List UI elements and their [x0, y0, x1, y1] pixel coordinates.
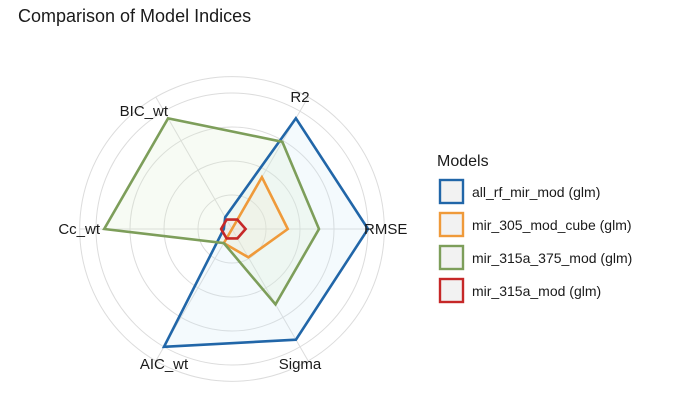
axis-label-rmse: RMSE	[364, 221, 407, 238]
series-area-1	[164, 118, 368, 347]
series-outline-3	[102, 116, 321, 307]
series-area-3	[104, 118, 319, 305]
series-outline-1	[161, 115, 370, 349]
legend-key-2	[438, 211, 465, 238]
axis-label-r2: R2	[290, 89, 309, 106]
legend-key-1	[438, 178, 465, 205]
axis-label-bic-wt: BIC_wt	[120, 103, 169, 120]
legend-label-3: mir_315a_375_mod (glm)	[472, 250, 632, 266]
axis-label-aic-wt: AIC_wt	[140, 356, 189, 373]
series-outline-4	[219, 218, 248, 240]
legend-label-1: all_rf_mir_mod (glm)	[472, 184, 600, 200]
legend-title: Models	[437, 153, 489, 170]
legend-key-4	[438, 277, 465, 304]
axis-label-cc-wt: Cc_wt	[58, 221, 101, 238]
legend-label-2: mir_305_mod_cube (glm)	[472, 217, 632, 233]
axis-label-sigma: Sigma	[279, 356, 322, 373]
chart-title: Comparison of Model Indices	[18, 6, 252, 26]
legend: Models all_rf_mir_mod (glm) mir_305_mod_cu…	[437, 153, 632, 304]
axis-labels: R2 RMSE Sigma AIC_wt Cc_wt BIC_wt	[58, 89, 407, 373]
radar-series	[102, 115, 370, 349]
legend-key-3	[438, 244, 465, 271]
legend-label-4: mir_315a_mod (glm)	[472, 283, 601, 299]
